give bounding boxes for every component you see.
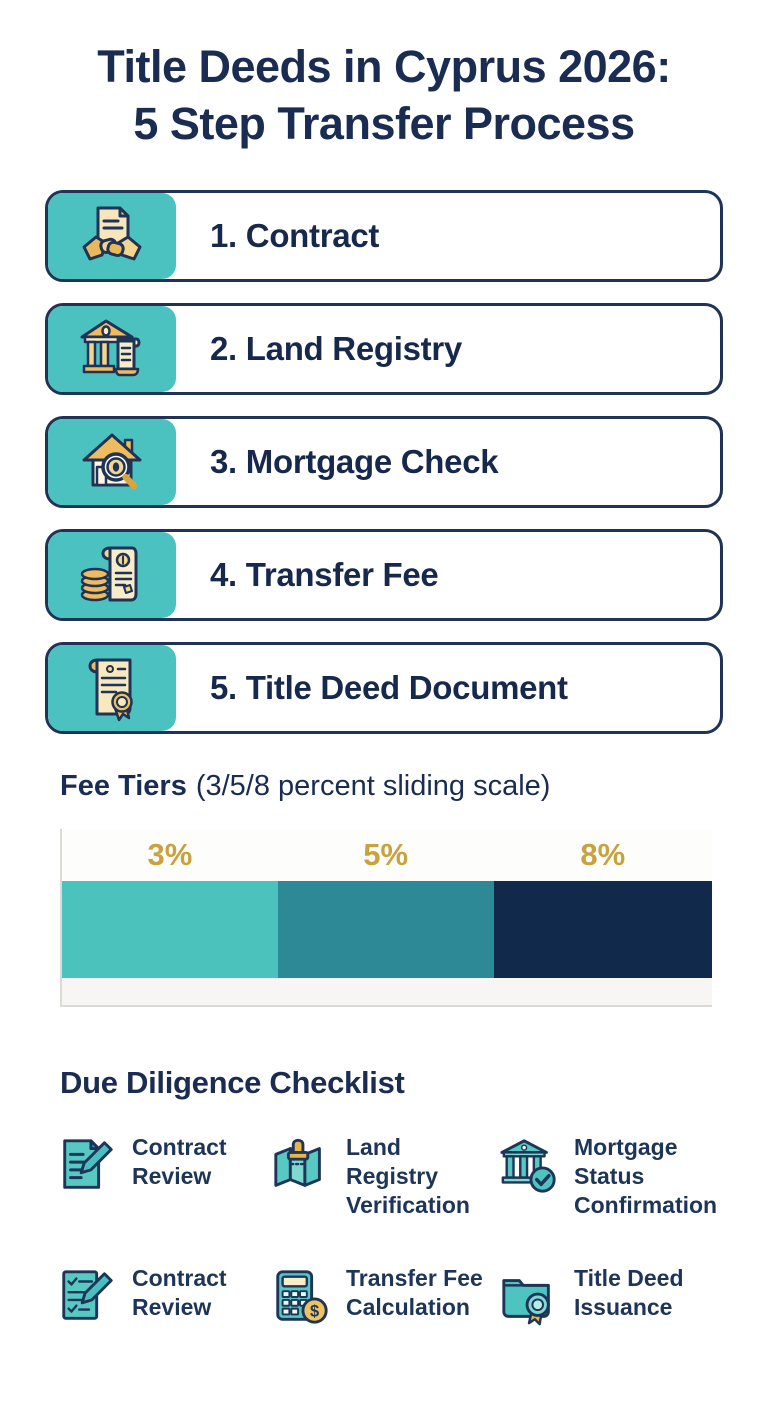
coins-scroll-icon	[48, 532, 176, 618]
calculator-coin-icon: $	[276, 1270, 328, 1324]
checklist-label: Transfer Fee Calculation	[346, 1265, 483, 1320]
checklist-label: Title Deed Issuance	[574, 1265, 684, 1320]
bank-checkmark-icon	[500, 1139, 556, 1193]
checklist-label: Contract Review	[132, 1134, 227, 1189]
checklist-item-title-deed-issuance: Title Deed Issuance	[498, 1264, 728, 1328]
chart-floor	[62, 978, 712, 1005]
page-title: Title Deeds in Cyprus 2026: 5 Step Trans…	[0, 38, 768, 152]
bank-building-scroll-icon	[48, 306, 176, 392]
step-label: 3. Mortgage Check	[210, 443, 499, 480]
document-pencil-icon	[63, 1139, 113, 1189]
step-label: 1. Contract	[210, 217, 380, 254]
handshake-document-icon	[48, 193, 176, 279]
step-label: 2. Land Registry	[210, 330, 462, 367]
svg-text:$: $	[310, 1302, 319, 1320]
step-label: 5. Title Deed Document	[210, 669, 568, 706]
fee-tier-label: 3%	[147, 837, 193, 872]
fee-bar-labels: 3% 5% 8%	[62, 829, 712, 881]
checklist-label: Land Registry Verification	[346, 1134, 470, 1218]
checklist-heading: Due Diligence Checklist	[60, 1065, 405, 1100]
checklist-item-mortgage-status: Mortgage Status Confirmation	[498, 1133, 728, 1220]
page-title-line2: 5 Step Transfer Process	[133, 98, 635, 149]
step-row-mortgage-check: 3. Mortgage Check	[45, 416, 723, 508]
fee-tier-chart: 3% 5% 8%	[60, 829, 712, 1007]
checklist-label: Mortgage Status Confirmation	[574, 1134, 718, 1218]
checklist-item-contract-review: Contract Review	[56, 1133, 270, 1220]
step-list: 1. Contract 2. Land	[45, 190, 723, 734]
step-row-transfer-fee: 4. Transfer Fee	[45, 529, 723, 621]
fee-tiers-heading-rest: (3/5/8 percent sliding scale)	[195, 770, 551, 802]
fee-tier-segment	[62, 881, 278, 978]
folder-rosette-icon	[502, 1279, 550, 1326]
scroll-certificate-icon	[48, 645, 176, 731]
fee-tier-label: 8%	[580, 837, 626, 872]
checklist-item-transfer-fee-calc: $ Transfer Fee Calculation	[270, 1264, 498, 1328]
checklist-label: Contract Review	[132, 1265, 227, 1320]
checklist-item-land-registry: Land Registry Verification	[270, 1133, 498, 1220]
fee-tier-segment	[277, 881, 494, 978]
fee-tiers-heading: Fee Tiers (3/5/8 percent sliding scale)	[60, 770, 768, 803]
checklist-grid: Contract Review Land Registry Verificati…	[56, 1133, 768, 1328]
house-magnifier-icon	[48, 419, 176, 505]
fee-tier-label: 5%	[363, 837, 409, 872]
checklist-item-contract-review-2: Contract Review	[56, 1264, 270, 1328]
step-label: 4. Transfer Fee	[210, 556, 439, 593]
step-row-land-registry: 2. Land Registry	[45, 303, 723, 395]
fee-tier-segment	[493, 881, 712, 978]
fee-tiers-heading-bold: Fee Tiers	[60, 770, 187, 802]
step-row-title-deed: 5. Title Deed Document	[45, 642, 723, 734]
step-row-contract: 1. Contract	[45, 190, 723, 282]
page-title-line1: Title Deeds in Cyprus 2026:	[97, 41, 671, 92]
checklist-pencil-icon	[62, 1270, 113, 1320]
fee-bar	[62, 881, 712, 978]
map-stamp-icon	[274, 1138, 321, 1187]
